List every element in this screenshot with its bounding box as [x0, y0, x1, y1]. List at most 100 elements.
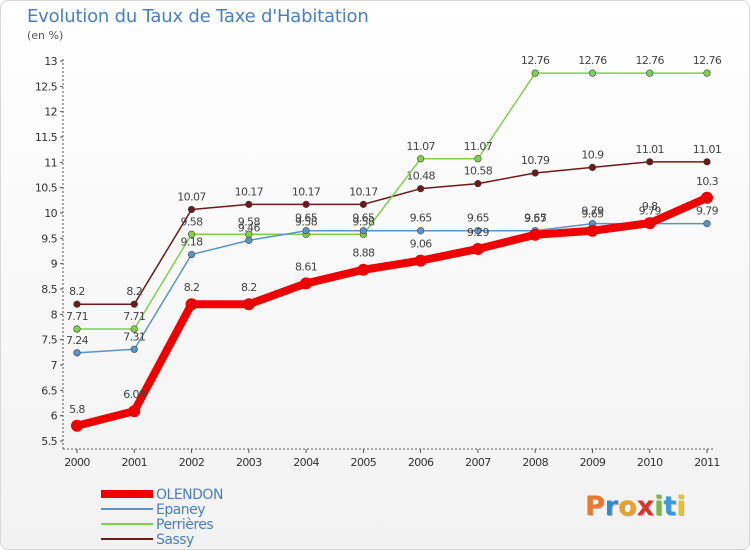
data-point: [300, 277, 313, 290]
y-tick-label: 8.5: [41, 283, 57, 296]
logo-letter: r: [604, 491, 619, 522]
data-point: [359, 200, 367, 208]
data-label: 9.06: [410, 238, 433, 251]
x-tick-label: 2007: [465, 456, 491, 469]
data-point: [643, 217, 656, 230]
data-point: [474, 155, 482, 163]
logo-letter: x: [636, 491, 655, 522]
y-tick-label: 7: [51, 359, 58, 372]
data-label: 9.8: [642, 200, 658, 213]
data-point: [471, 242, 484, 255]
data-point: [588, 69, 597, 77]
data-point: [357, 263, 370, 276]
data-label: 7.31: [123, 330, 145, 343]
data-label: 9.79: [696, 205, 719, 218]
data-label: 10.79: [521, 154, 550, 167]
data-point: [531, 169, 539, 177]
y-tick-label: 13: [44, 55, 57, 68]
data-point: [187, 230, 196, 238]
y-tick-label: 10.5: [35, 182, 58, 195]
data-label: 12.76: [578, 54, 607, 67]
data-label: 6.09: [123, 388, 146, 401]
data-label: 9.46: [238, 221, 261, 234]
data-label: 9.65: [581, 208, 604, 221]
data-label: 10.58: [464, 165, 493, 178]
data-label: 9.57: [524, 212, 547, 225]
data-point: [703, 220, 711, 228]
x-tick-label: 2001: [121, 456, 147, 469]
data-label: 8.2: [241, 281, 257, 294]
data-point: [187, 205, 196, 214]
x-tick-label: 2009: [580, 456, 606, 469]
data-label: 7.71: [66, 310, 88, 323]
data-point: [414, 254, 427, 267]
data-label: 10.9: [581, 148, 604, 161]
data-label: 12.76: [693, 54, 722, 67]
data-label: 12.76: [635, 54, 664, 67]
data-point: [588, 163, 597, 171]
x-tick-label: 2011: [694, 456, 720, 469]
data-point: [130, 300, 138, 308]
data-point: [73, 349, 81, 357]
y-tick-label: 12.5: [35, 80, 58, 93]
data-point: [359, 227, 367, 235]
data-label: 10.3: [696, 175, 719, 188]
x-tick-label: 2000: [64, 456, 90, 469]
data-point: [302, 200, 310, 208]
data-label: 11.07: [464, 140, 493, 153]
data-point: [646, 158, 654, 166]
data-label: 8.2: [69, 285, 85, 298]
y-tick-label: 11: [44, 156, 57, 169]
data-label: 8.2: [126, 285, 142, 298]
x-tick-label: 2008: [522, 456, 548, 469]
data-point: [474, 180, 482, 188]
logo-letter: i: [654, 491, 664, 522]
data-point: [130, 325, 138, 333]
x-tick-label: 2004: [293, 456, 319, 469]
legend-label: Perrières: [156, 517, 213, 533]
y-tick-label: 12: [44, 106, 57, 119]
data-point: [242, 298, 255, 311]
data-label: 9.58: [295, 215, 318, 228]
y-tick-label: 11.5: [35, 131, 58, 144]
data-label: 10.17: [292, 185, 321, 198]
data-label: 7.24: [66, 334, 89, 347]
data-point: [130, 345, 138, 353]
y-tick-label: 6: [51, 410, 58, 423]
data-label: 9.18: [180, 236, 203, 249]
data-label: 10.17: [349, 185, 378, 198]
x-tick-label: 2003: [236, 456, 262, 469]
x-tick-label: 2010: [637, 456, 663, 469]
data-point: [474, 227, 482, 235]
data-label: 9.58: [238, 215, 261, 228]
y-tick-label: 10: [44, 207, 57, 220]
legend-label: OLENDON: [156, 487, 223, 503]
data-label: 10.17: [235, 185, 264, 198]
y-tick-label: 7.5: [41, 334, 57, 347]
data-label: 8.2: [184, 281, 200, 294]
y-tick-label: 9.5: [41, 232, 57, 245]
data-point: [73, 300, 81, 308]
data-point: [417, 227, 425, 235]
data-point: [417, 185, 425, 193]
data-label: 9.79: [581, 205, 604, 218]
data-point: [128, 405, 141, 418]
data-label: 9.29: [467, 226, 490, 239]
data-label: 11.01: [635, 143, 664, 156]
data-label: 8.61: [295, 260, 317, 273]
data-label: 11.01: [693, 143, 722, 156]
data-label: 11.07: [406, 140, 435, 153]
chart-title: Evolution du Taux de Taxe d'Habitation: [27, 6, 369, 27]
logo-letter: o: [618, 491, 637, 522]
data-point: [185, 298, 198, 311]
data-point: [245, 200, 253, 208]
y-tick-label: 6.5: [41, 384, 57, 397]
data-label: 10.07: [177, 190, 206, 203]
data-point: [187, 250, 196, 259]
proxiti-logo: Proxiti: [585, 491, 686, 522]
data-label: 9.65: [295, 212, 318, 225]
data-point: [73, 325, 81, 333]
y-tick-label: 8: [51, 308, 58, 321]
data-point: [529, 228, 542, 241]
